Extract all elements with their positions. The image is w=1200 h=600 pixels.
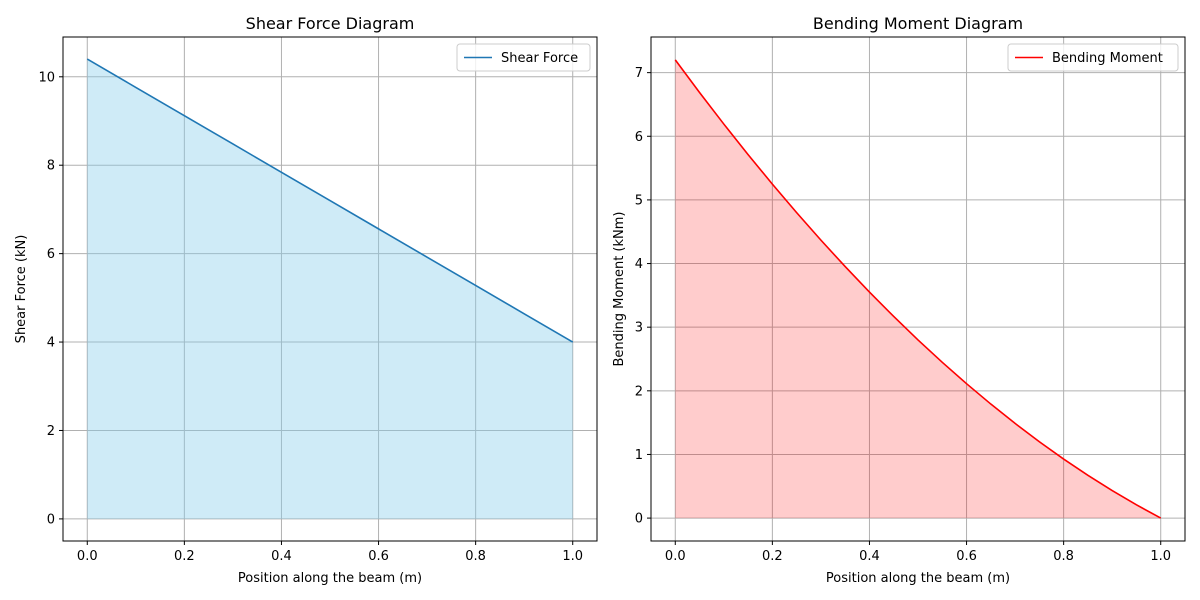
x-tick-label: 0.0 bbox=[665, 549, 686, 564]
moment-chart-title: Bending Moment Diagram bbox=[813, 14, 1023, 33]
plot-frame bbox=[62, 36, 598, 542]
x-tick-label: 0.8 bbox=[465, 549, 486, 564]
bending-moment-panel: 0.0 0.2 0.4 0.6 0.8 1.0 0 1 2 3 4 5 6 7 Bending Moment… bbox=[612, 14, 1186, 586]
x-tick-label: 1.0 bbox=[1150, 549, 1171, 564]
y-tick-label: 0 bbox=[47, 512, 55, 527]
x-axis-label: Position along the beam (m) bbox=[238, 571, 422, 586]
y-tick-label: 2 bbox=[635, 384, 643, 399]
shear-force-panel: 0.0 0.2 0.4 0.6 0.8 1.0 0 2 4 6 8 10 Shear Force Dia… bbox=[14, 14, 598, 586]
x-tick-label: 0.2 bbox=[174, 549, 195, 564]
y-tick-label: 4 bbox=[47, 336, 55, 351]
x-tick-label: 0.6 bbox=[368, 549, 389, 564]
moment-line bbox=[674, 59, 1162, 519]
y-tick-label: 7 bbox=[635, 66, 643, 81]
x-axis-label: Position along the beam (m) bbox=[826, 571, 1010, 586]
plot-frame bbox=[650, 36, 1186, 542]
x-tick-label: 0.6 bbox=[956, 549, 977, 564]
legend-label: Bending Moment bbox=[1052, 51, 1163, 66]
legend-box bbox=[456, 43, 591, 72]
legend-label: Shear Force bbox=[501, 51, 578, 66]
y-tick-label: 8 bbox=[47, 159, 55, 174]
y-tick-label: 10 bbox=[38, 70, 55, 85]
y-tick-label: 1 bbox=[635, 448, 643, 463]
shear-area-fill bbox=[87, 59, 573, 519]
y-tick-label: 0 bbox=[635, 512, 643, 527]
x-tick-label: 1.0 bbox=[562, 549, 583, 564]
legend-box bbox=[1007, 43, 1179, 72]
y-tick-label: 5 bbox=[635, 193, 643, 208]
x-tick-label: 0.0 bbox=[77, 549, 98, 564]
x-tick-label: 0.4 bbox=[271, 549, 292, 564]
y-axis-label: Bending Moment (kNm) bbox=[612, 211, 627, 366]
x-tick-label: 0.8 bbox=[1053, 549, 1074, 564]
y-tick-label: 4 bbox=[635, 257, 643, 272]
y-tick-label: 6 bbox=[635, 130, 643, 145]
y-axis-label: Shear Force (kN) bbox=[14, 235, 29, 344]
y-tick-label: 3 bbox=[635, 321, 643, 336]
y-tick-label: 6 bbox=[47, 247, 55, 262]
x-tick-label: 0.4 bbox=[859, 549, 880, 564]
x-tick-label: 0.2 bbox=[762, 549, 783, 564]
moment-area-fill bbox=[675, 59, 1161, 519]
shear-chart-title: Shear Force Diagram bbox=[246, 14, 415, 33]
y-tick-label: 2 bbox=[47, 424, 55, 439]
shear-line bbox=[86, 58, 574, 343]
